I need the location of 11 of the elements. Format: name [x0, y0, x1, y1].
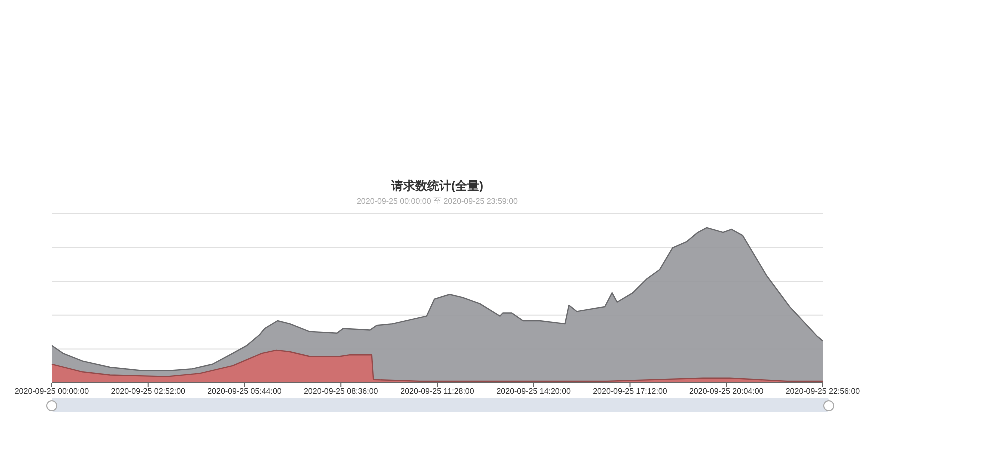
chart-title: 请求数统计(全量)	[390, 179, 484, 193]
x-tick-label: 2020-09-25 14:20:00	[496, 387, 572, 396]
x-tick-label: 2020-09-25 20:04:00	[689, 387, 764, 396]
x-tick-label: 2020-09-25 00:00:00	[14, 387, 90, 396]
x-tick-label: 2020-09-25 05:44:00	[208, 387, 282, 396]
x-tick-label: 2020-09-25 11:28:00	[400, 387, 475, 396]
x-tick-label: 2020-09-25 22:56:00	[786, 387, 861, 396]
chart-subtitle: 2020-09-25 00:00:00 至 2020-09-25 23:59:00	[356, 197, 519, 206]
x-tick-label: 2020-09-25 02:52:00	[111, 387, 186, 396]
x-tick-label: 2020-09-25 17:12:00	[593, 387, 668, 396]
x-tick-label: 2020-09-25 08:36:00	[304, 387, 379, 396]
